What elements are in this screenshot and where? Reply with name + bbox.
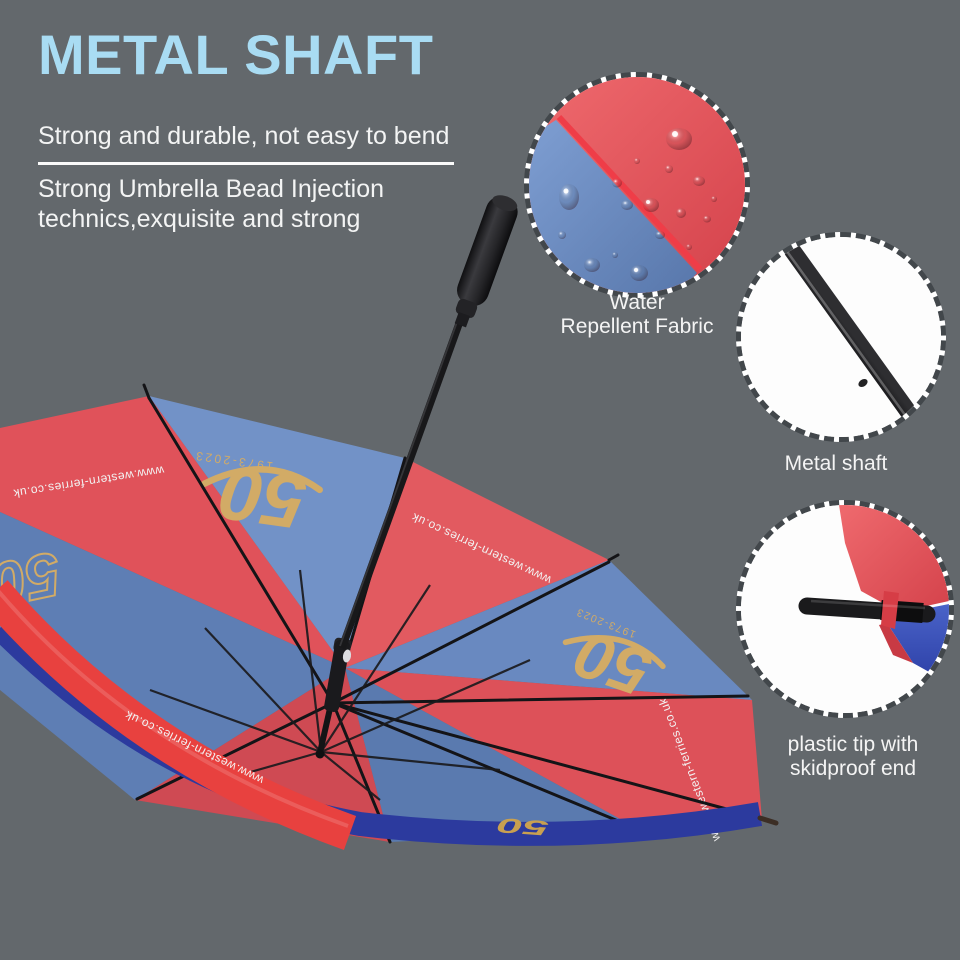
water-droplets [558,128,717,281]
edge-band-red [0,580,357,850]
lower-shaft [316,703,334,758]
runner-button [342,649,352,663]
fabric-closeup-image [529,77,745,293]
umbrella-frame [315,195,518,759]
umbrella-stretchers [149,569,531,801]
tip-callout-label: plastic tip with skidproof end [787,733,919,780]
fabric-callout-circle [524,72,750,298]
shaft-callout-circle [736,232,946,442]
svg-text:50: 50 [496,813,549,840]
logo-50-top: 50 [201,449,323,545]
shaft-hole [858,378,868,388]
main-shaft [338,308,468,650]
tip-callout-circle [736,500,954,718]
rib-tip-bottom-right [757,815,779,826]
panel-blue-left-edge [0,512,345,800]
logo-50-edge-band: 50 [496,813,549,840]
svg-text:50: 50 [215,449,311,545]
tip-closeup-image [741,505,949,713]
panel-blue-top [149,396,405,668]
page-title: METAL SHAFT [38,23,434,86]
canopy-panels [0,396,762,842]
shaft-closeup-image [741,237,941,437]
divider-line [38,162,454,165]
panel-blue-right [345,560,752,700]
grip-handle [454,195,518,328]
spreader-hub [315,749,325,759]
subtitle: Strong and durable, not easy to bend [38,122,450,150]
panel-red-left [0,396,345,668]
description-text: Strong Umbrella Bead Injection technics,… [38,175,385,233]
shaft-callout-label: Metal shaft [784,452,888,475]
fabric-callout-label: Water Repellent Fabric [560,291,714,338]
